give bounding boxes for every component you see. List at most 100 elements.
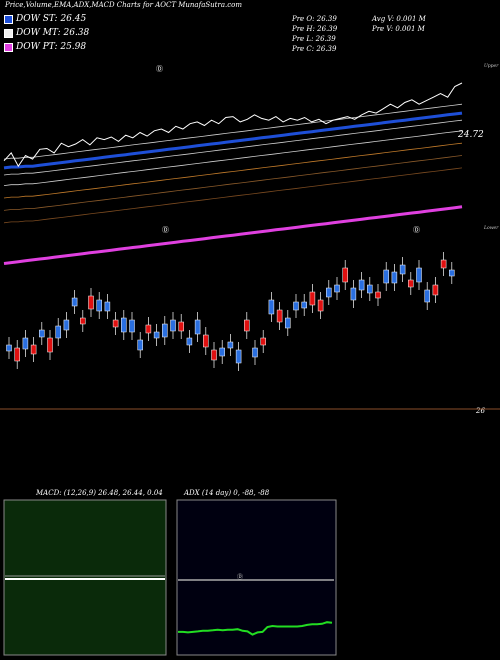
candlesticks — [6, 252, 455, 371]
upper-label: Upper — [484, 63, 499, 69]
ema-band-line — [3, 167, 463, 224]
candle-body — [22, 337, 29, 350]
candle-body — [367, 284, 373, 294]
ema-band-line — [3, 130, 463, 186]
marker-mid-right-icon: Ⓓ — [413, 226, 420, 234]
candle-body — [153, 331, 160, 339]
ohlc-close: Pre C: 26.39 — [292, 45, 337, 53]
ohlc-open: Pre O: 26.39 — [292, 15, 337, 23]
candle-body — [137, 339, 143, 351]
candle-body — [80, 317, 86, 325]
candle-body — [203, 334, 209, 348]
ema-band-line — [3, 155, 463, 211]
series-line — [3, 205, 463, 265]
legend-swatch-blue — [4, 14, 13, 24]
candle-body — [334, 284, 340, 293]
candle-body — [285, 317, 291, 329]
candle-body — [276, 309, 283, 323]
candle-body — [96, 299, 102, 312]
ohlc-high: Pre H: 26.39 — [292, 25, 338, 33]
candle-body — [383, 269, 389, 284]
candle-body — [293, 301, 299, 311]
candle-body — [47, 337, 53, 353]
candle-body — [162, 323, 168, 338]
candle-body — [235, 349, 242, 364]
candle-body — [121, 317, 127, 333]
candle-body — [55, 325, 61, 339]
candle-body — [252, 347, 258, 358]
series-line — [3, 82, 463, 168]
candle-body — [268, 299, 275, 315]
candle-body — [350, 287, 357, 301]
legend-dow-mt: DOW MT: 26.38 — [4, 28, 89, 38]
series-line — [3, 111, 463, 170]
ohlc-low: Pre L: 26.39 — [292, 35, 336, 43]
legend-swatch-magenta — [4, 42, 13, 52]
candle-body — [432, 284, 439, 296]
marker-mid-left-icon: Ⓓ — [162, 226, 169, 234]
candle-body — [211, 349, 217, 361]
candle-body — [194, 319, 201, 335]
legend-label: DOW ST: 26.45 — [16, 14, 87, 24]
candle-body — [375, 291, 381, 299]
marker-adx-icon: Ⓓ — [237, 573, 243, 581]
candle-body — [30, 344, 37, 355]
candle-body — [391, 271, 398, 284]
candle-body — [14, 347, 20, 362]
candle-body — [309, 291, 316, 306]
adx-line — [178, 621, 333, 636]
candle-body — [88, 295, 94, 310]
adx-lines — [178, 579, 334, 636]
legend-swatch-white — [4, 28, 13, 38]
ema-band-line — [3, 119, 463, 176]
legend-dow-pt: DOW PT: 25.98 — [4, 42, 86, 52]
candle-body — [112, 319, 119, 328]
price-chart: Upper Lower Ⓓ Ⓓ Ⓓ 24.72 26 — [0, 63, 500, 415]
candle-body — [358, 279, 365, 291]
candle-body — [71, 297, 78, 307]
avg-volume: Avg V: 0.001 M — [372, 15, 426, 23]
ema-band-line — [3, 142, 463, 199]
price-label-2472: 24.72 — [457, 130, 484, 140]
macd-label: MACD: (12,26,9) 26.48, 26.44, 0.04 — [36, 489, 163, 497]
marker-top-icon: Ⓓ — [156, 65, 163, 73]
candle-body — [244, 319, 250, 332]
legend-label: DOW PT: 25.98 — [16, 42, 87, 52]
candle-body — [416, 267, 422, 283]
candle-body — [6, 344, 12, 352]
candle-body — [227, 341, 234, 349]
candle-body — [449, 269, 455, 277]
candle-body — [63, 319, 70, 331]
candle-body — [424, 289, 430, 303]
candle-body — [129, 319, 135, 333]
legend-dow-st: DOW ST: 26.45 — [4, 14, 86, 24]
candle-body — [326, 287, 332, 298]
macd-lines — [5, 575, 165, 580]
candle-body — [342, 267, 348, 283]
candle-body — [408, 279, 414, 288]
adx-label: ADX (14 day) 0, -88, -88 — [184, 489, 270, 497]
candle-body — [39, 329, 45, 338]
ema-band-line — [3, 103, 463, 160]
candle-body — [145, 324, 152, 334]
candle-body — [219, 347, 225, 357]
candle-body — [170, 319, 176, 332]
candle-body — [178, 321, 184, 332]
candle-body — [317, 299, 324, 312]
price-label-26: 26 — [475, 407, 485, 415]
series-lines — [3, 82, 463, 265]
candle-body — [301, 301, 307, 309]
candle-body — [260, 337, 266, 346]
adx-panel — [176, 499, 337, 656]
ema-bands — [3, 103, 463, 224]
candle-body — [440, 259, 447, 269]
chart-title: Price,Volume,EMA,ADX,MACD Charts for AOC… — [5, 1, 243, 9]
candle-body — [399, 264, 406, 275]
prev-volume: Pre V: 0.001 M — [372, 25, 425, 33]
macd-panel — [3, 499, 167, 656]
legend-label: DOW MT: 26.38 — [16, 28, 90, 38]
candle-body — [186, 337, 193, 346]
lower-label: Lower — [483, 225, 499, 231]
candle-body — [104, 301, 111, 312]
